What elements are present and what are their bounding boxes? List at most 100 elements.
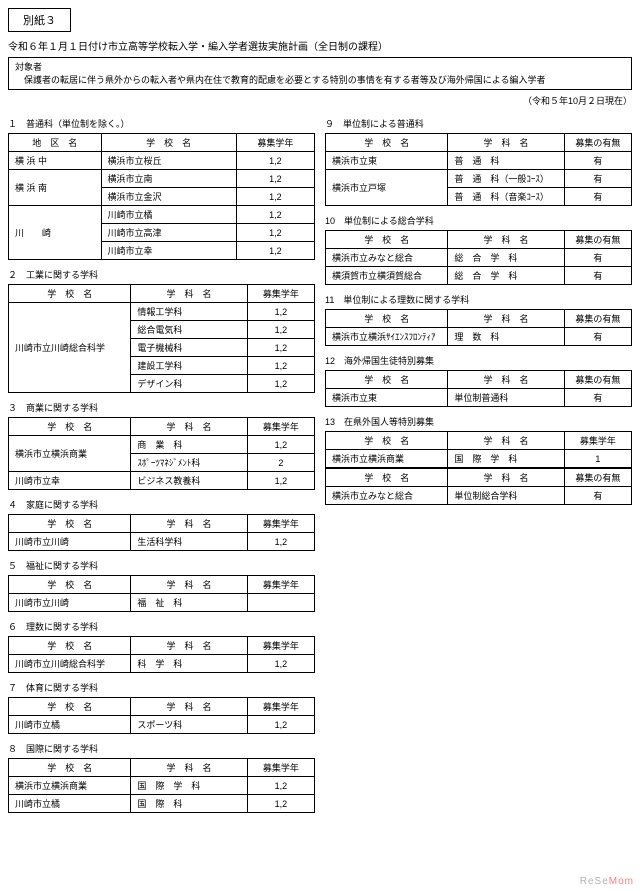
th-dept: 学 科 名 bbox=[131, 576, 247, 594]
th-grades: 募集学年 bbox=[247, 576, 314, 594]
table-row: 横浜市立横浜ｻｲｴﾝｽﾌﾛﾝﾃｨｱ理 数 科有 bbox=[326, 328, 632, 346]
cell: 1,2 bbox=[236, 224, 314, 242]
cell: 普 通 科 bbox=[448, 152, 564, 170]
cell: 2 bbox=[247, 454, 314, 472]
cell: 電子機械科 bbox=[131, 339, 247, 357]
cell: 1,2 bbox=[247, 533, 314, 551]
title-line: 令和６年１月１日付け市立高等学校転入学・編入学者選抜実施計画（全日制の課程） bbox=[8, 38, 632, 53]
table-row: 川崎市立川崎総合科学情報工学科1,2 bbox=[9, 303, 315, 321]
cell: デザイン科 bbox=[131, 375, 247, 393]
th-dept: 学 科 名 bbox=[448, 371, 564, 389]
th-school: 学 校 名 bbox=[9, 759, 131, 777]
cell: 単位制普通科 bbox=[448, 389, 564, 407]
th-dept: 学 科 名 bbox=[131, 515, 247, 533]
cell: 総 合 学 科 bbox=[448, 267, 564, 285]
section-title: ７ 体育に関する学科 bbox=[8, 681, 315, 694]
th-dept: 学 科 名 bbox=[448, 231, 564, 249]
table-header-row: 学 校 名学 科 名募集学年 bbox=[326, 432, 632, 450]
target-box: 対象者 保護者の転居に伴う県外からの転入者や県内在住で教育的配慮を必要とする特別… bbox=[8, 57, 632, 90]
section-title: 10 単位制による総合学科 bbox=[325, 214, 632, 227]
table-row: 川崎市立幸ビジネス教養科1,2 bbox=[9, 472, 315, 490]
th-avail: 募集の有無 bbox=[564, 469, 631, 487]
columns: １ 普通科（単位制を除く。）地 区 名学 校 名募集学年横 浜 中横浜市立桜丘1… bbox=[8, 109, 632, 813]
target-title: 対象者 bbox=[15, 61, 625, 74]
cell: 1,2 bbox=[236, 188, 314, 206]
section-title: ８ 国際に関する学科 bbox=[8, 742, 315, 755]
cell: ビジネス教養科 bbox=[131, 472, 247, 490]
th-grades: 募集学年 bbox=[247, 515, 314, 533]
section-title: 12 海外帰国生徒特別募集 bbox=[325, 354, 632, 367]
data-table: 学 校 名学 科 名募集学年川崎市立川崎総合科学情報工学科1,2総合電気科1,2… bbox=[8, 284, 315, 393]
table-header-row: 学 校 名学 科 名募集の有無 bbox=[326, 371, 632, 389]
table-header-row: 学 校 名学 科 名募集学年 bbox=[9, 637, 315, 655]
th-grades: 募集学年 bbox=[247, 759, 314, 777]
cell: 有 bbox=[564, 487, 631, 505]
left-column: １ 普通科（単位制を除く。）地 区 名学 校 名募集学年横 浜 中横浜市立桜丘1… bbox=[8, 109, 315, 813]
data-table: 学 校 名学 科 名募集学年川崎市立橘スポーツ科1,2 bbox=[8, 697, 315, 734]
cell: 国 際 科 bbox=[131, 795, 247, 813]
th-school: 学 校 名 bbox=[9, 285, 131, 303]
cell: 川崎市立川崎総合科学 bbox=[9, 303, 131, 393]
table-row: 横須賀市立横須賀総合総 合 学 科有 bbox=[326, 267, 632, 285]
table-row: 横浜市立横浜商業商 業 科1,2 bbox=[9, 436, 315, 454]
cell: 横浜市立戸塚 bbox=[326, 170, 448, 206]
target-text: 保護者の転居に伴う県外からの転入者や県内在住で教育的配慮を必要とする特別の事情を… bbox=[15, 74, 625, 87]
table-row: 川崎市立橘スポーツ科1,2 bbox=[9, 716, 315, 734]
th-grades: 募集学年 bbox=[247, 418, 314, 436]
cell: 1,2 bbox=[236, 242, 314, 260]
cell: 情報工学科 bbox=[131, 303, 247, 321]
cell: 生活科学科 bbox=[131, 533, 247, 551]
th-dept: 学 科 名 bbox=[448, 310, 564, 328]
cell: 有 bbox=[564, 152, 631, 170]
th-avail: 募集の有無 bbox=[564, 371, 631, 389]
data-table: 学 校 名学 科 名募集学年横浜市立横浜商業国 際 学 科1 bbox=[325, 431, 632, 468]
cell: 有 bbox=[564, 249, 631, 267]
th-dept: 学 科 名 bbox=[131, 285, 247, 303]
cell: 1,2 bbox=[236, 206, 314, 224]
cell: 国 際 学 科 bbox=[131, 777, 247, 795]
section-title: ５ 福祉に関する学科 bbox=[8, 559, 315, 572]
cell: 有 bbox=[564, 267, 631, 285]
cell: 1,2 bbox=[236, 152, 314, 170]
data-table: 学 校 名学 科 名募集学年川崎市立川崎総合科学科 学 科1,2 bbox=[8, 636, 315, 673]
th-school: 学 校 名 bbox=[326, 432, 448, 450]
cell bbox=[247, 594, 314, 612]
data-table: 学 校 名学 科 名募集の有無横浜市立東普 通 科有横浜市立戸塚普 通 科（一般… bbox=[325, 133, 632, 206]
cell: 横浜市立横浜商業 bbox=[326, 450, 448, 468]
th-dept: 学 科 名 bbox=[131, 637, 247, 655]
cell: 1,2 bbox=[247, 777, 314, 795]
cell: 1,2 bbox=[247, 472, 314, 490]
table-header-row: 学 校 名学 科 名募集の有無 bbox=[326, 310, 632, 328]
cell: 1,2 bbox=[247, 303, 314, 321]
data-table: 学 校 名学 科 名募集の有無横浜市立みなと総合単位制総合学科有 bbox=[325, 468, 632, 505]
table-header-row: 学 校 名学 科 名募集学年 bbox=[9, 759, 315, 777]
table-header-row: 地 区 名学 校 名募集学年 bbox=[9, 134, 315, 152]
th-dept: 学 科 名 bbox=[448, 469, 564, 487]
th-school: 学 校 名 bbox=[326, 310, 448, 328]
cell: 横浜市立桜丘 bbox=[101, 152, 236, 170]
table-header-row: 学 校 名学 科 名募集の有無 bbox=[326, 231, 632, 249]
cell: 1,2 bbox=[247, 795, 314, 813]
section-title: ３ 商業に関する学科 bbox=[8, 401, 315, 414]
section-title: ２ 工業に関する学科 bbox=[8, 268, 315, 281]
date-note: （令和５年10月２日現在） bbox=[8, 94, 632, 107]
cell: 横浜市立横浜商業 bbox=[9, 777, 131, 795]
cell: 横浜市立横浜ｻｲｴﾝｽﾌﾛﾝﾃｨｱ bbox=[326, 328, 448, 346]
th-school: 学 校 名 bbox=[326, 469, 448, 487]
cell: 1,2 bbox=[247, 339, 314, 357]
table-row: 横浜市立横浜商業国 際 学 科1,2 bbox=[9, 777, 315, 795]
cell: 横浜市立南 bbox=[101, 170, 236, 188]
data-table: 学 校 名学 科 名募集の有無横浜市立東単位制普通科有 bbox=[325, 370, 632, 407]
th-district: 地 区 名 bbox=[9, 134, 102, 152]
cell: 建設工学科 bbox=[131, 357, 247, 375]
watermark: ReSeMom bbox=[580, 876, 634, 887]
table-row: 横浜市立東単位制普通科有 bbox=[326, 389, 632, 407]
cell: 1,2 bbox=[247, 655, 314, 673]
table-row: 川崎市立川崎総合科学科 学 科1,2 bbox=[9, 655, 315, 673]
cell: 1,2 bbox=[247, 375, 314, 393]
cell: 1,2 bbox=[236, 170, 314, 188]
table-row: 横 浜 中横浜市立桜丘1,2 bbox=[9, 152, 315, 170]
cell: 単位制総合学科 bbox=[448, 487, 564, 505]
table-row: 川 崎川崎市立橘1,2 bbox=[9, 206, 315, 224]
th-school: 学 校 名 bbox=[9, 698, 131, 716]
